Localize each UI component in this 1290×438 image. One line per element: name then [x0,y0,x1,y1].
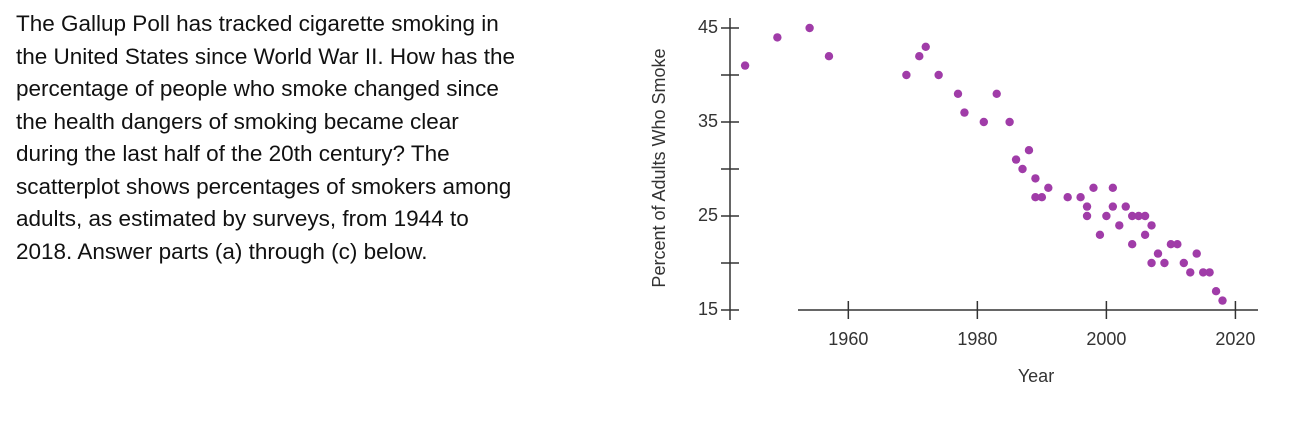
point [1192,249,1201,258]
point [1205,268,1214,277]
point [1198,268,1208,277]
x-tick-label: 2020 [1215,329,1255,349]
point [1031,193,1040,202]
point [1076,193,1085,202]
question-line: 2018. Answer parts (a) through (c) below… [16,238,428,264]
point [1063,193,1072,202]
point [902,70,911,80]
x-tick-label: 1980 [957,329,997,349]
point [979,117,989,127]
point [1102,211,1111,221]
point [1037,193,1047,202]
point [1140,211,1150,221]
point [1127,211,1137,221]
point [773,33,782,42]
y-tick-label: 25 [698,205,718,225]
point [824,52,834,61]
question-line: the health dangers of smoking became cle… [16,108,459,134]
question-line: during the last half of the 20th century… [16,141,450,166]
question-text: The Gallup Poll has tracked cigarette sm… [16,8,616,268]
y-tick-label: 35 [698,111,718,131]
point [1147,258,1156,268]
point [1089,183,1098,192]
point [1095,230,1105,239]
point [1211,287,1221,296]
y-axis-label: Percent of Adults Who Smoke [649,48,669,287]
point [1044,183,1053,192]
y-tick-label: 45 [698,17,718,37]
point [1153,249,1163,258]
point [1005,117,1014,127]
point [1115,221,1124,230]
point [921,42,930,51]
point [1186,268,1195,277]
point [1121,202,1130,211]
x-tick-label: 1960 [828,329,868,349]
question-line: the United States since World War II. Ho… [16,43,515,69]
point [1031,174,1040,183]
point [992,89,1001,99]
point [1108,183,1118,192]
point [1082,202,1092,211]
point [1173,240,1182,249]
x-axis-label: Year [1018,366,1054,386]
point [1011,155,1021,164]
point [1140,230,1150,239]
point [1160,258,1169,268]
y-tick-label: 15 [698,299,718,319]
point [915,52,924,61]
point [960,108,969,117]
point [1024,146,1034,155]
point [1166,240,1176,249]
point [1218,296,1227,305]
question-line: percentage of people who smoke changed s… [16,76,499,101]
point [1179,258,1189,268]
x-tick-label: 2000 [1086,329,1126,349]
question-line: The Gallup Poll has tracked cigarette sm… [16,11,499,36]
point [953,89,963,99]
point [1018,164,1027,174]
point [1108,202,1118,211]
point [1134,211,1143,221]
point [1147,221,1156,230]
question-line: scatterplot shows percentages of smokers… [16,173,512,199]
point [1082,211,1092,221]
point [740,61,750,70]
point [934,70,943,80]
question-line: adults, as estimated by surveys, from 19… [16,206,469,231]
point [805,23,814,33]
point [1127,240,1137,249]
